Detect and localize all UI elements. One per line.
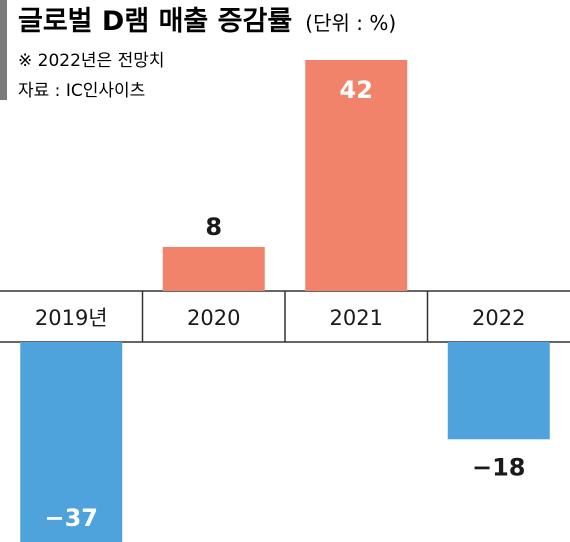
bars-group: [20, 60, 550, 542]
value-label-0: −37: [44, 504, 98, 532]
category-label-3: 2022: [472, 306, 525, 330]
forecast-note: ※ 2022년은 전망치: [18, 51, 165, 71]
title-accent-bar: [0, 0, 7, 100]
chart-title-line: 글로벌 D램 매출 증감률 (단위 : %): [18, 6, 396, 37]
value-label-2: 42: [340, 76, 373, 104]
category-labels: 2019년 2020 2021 2022: [35, 306, 526, 330]
category-label-2: 2021: [330, 306, 383, 330]
source-note: 자료 : IC인사이츠: [18, 81, 145, 101]
bar-2: [305, 60, 408, 291]
chart-unit: (단위 : %): [305, 11, 396, 35]
category-label-1: 2020: [187, 306, 240, 330]
value-label-1: 8: [205, 213, 222, 241]
bar-3: [447, 342, 550, 440]
chart-title: 글로벌 D램 매출 증감률: [18, 6, 292, 37]
value-label-3: −18: [472, 453, 526, 481]
x-axis: [0, 290, 570, 343]
bar-0: [20, 342, 123, 542]
category-label-0: 2019년: [35, 306, 108, 330]
value-labels: −37 8 42 −18: [44, 76, 525, 532]
bar-1: [162, 247, 265, 291]
